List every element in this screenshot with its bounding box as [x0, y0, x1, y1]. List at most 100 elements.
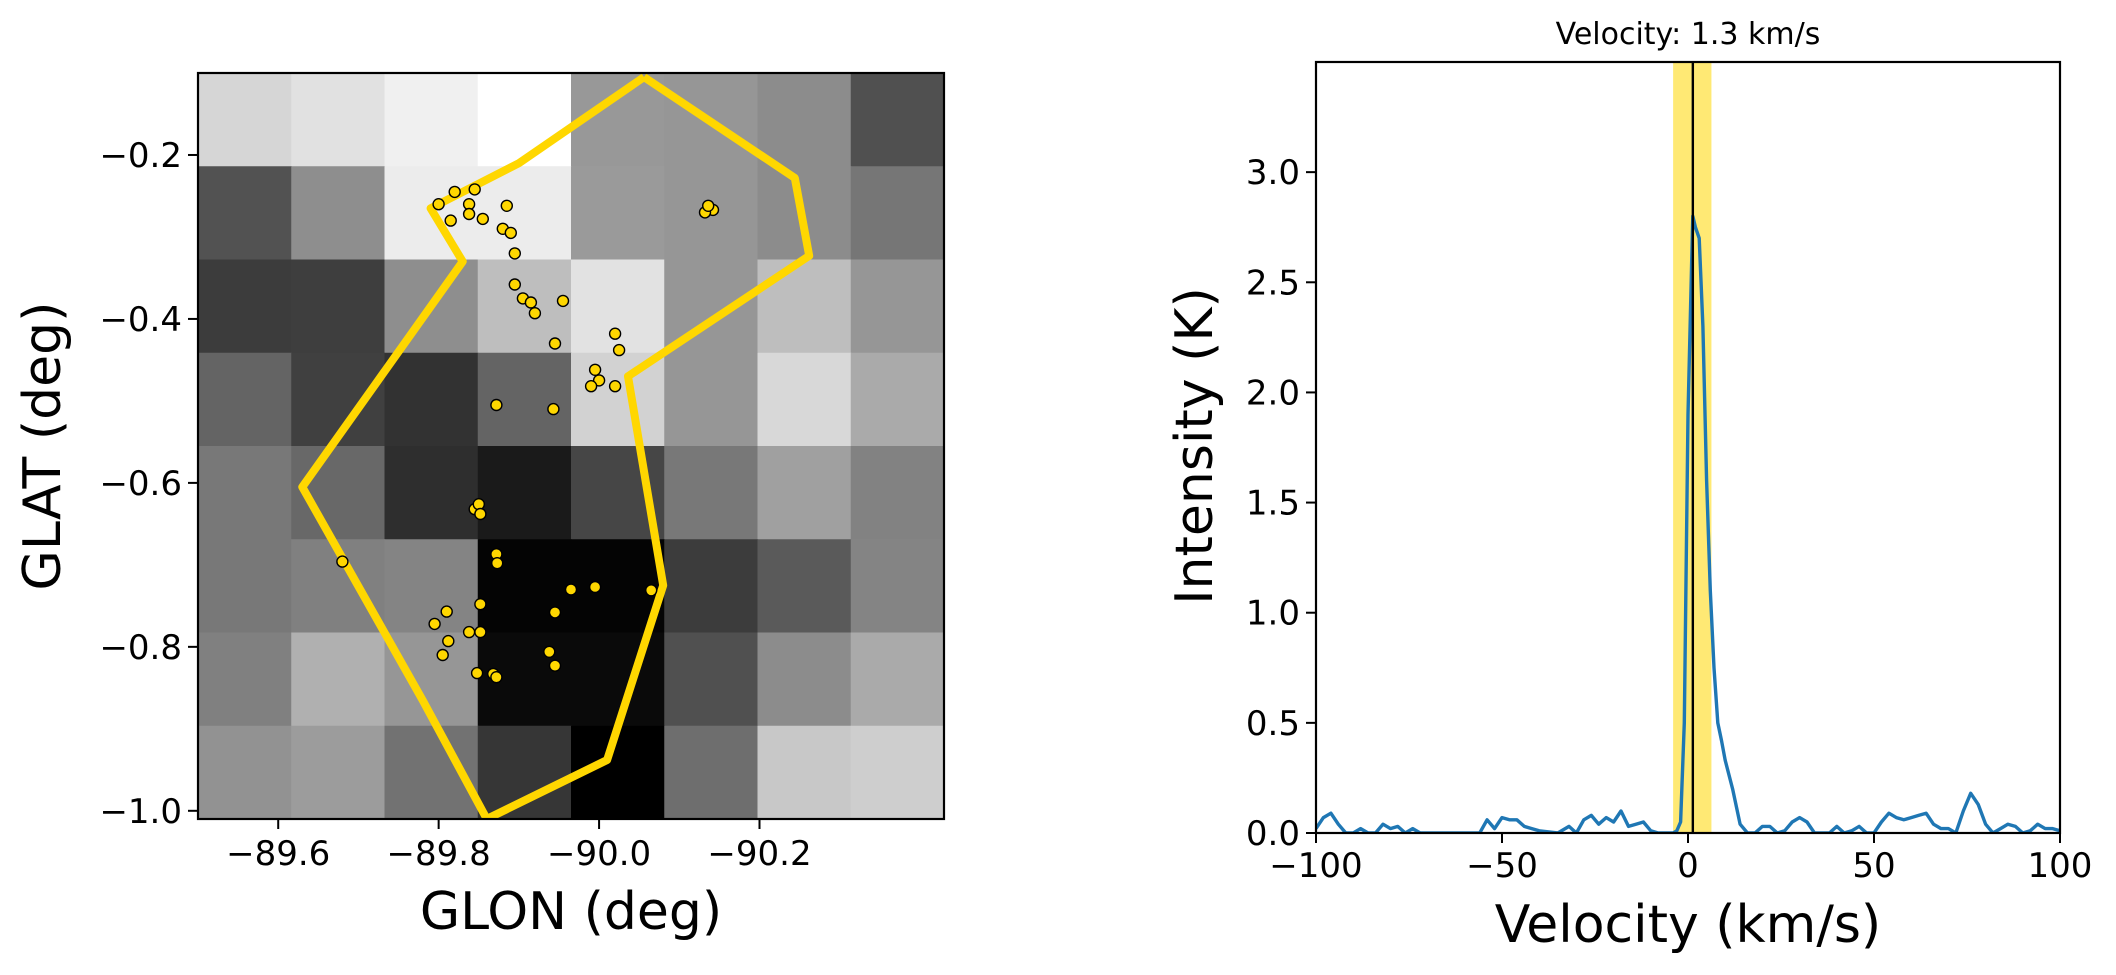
map-cell [571, 259, 665, 354]
contour-outline [298, 73, 814, 819]
source-point [444, 214, 457, 227]
source-point [491, 557, 504, 570]
map-cell [664, 632, 759, 727]
spectrum-y-tick-label: 2.5 [1246, 263, 1300, 303]
map-cell [198, 446, 292, 540]
map-x-axis-label: GLON (deg) [420, 882, 722, 942]
source-point [470, 666, 484, 680]
source-point [474, 598, 487, 611]
spectrum-x-tick-label: −50 [1466, 846, 1538, 886]
map-cell [664, 725, 759, 820]
map-y-ticks: −0.2 −0.4 −0.6 −0.8 −1.0 [99, 136, 198, 832]
source-point [500, 199, 513, 213]
spectrum-series-line [1316, 214, 2060, 833]
spectrum-x-ticks: −100 −50 0 50 100 [1269, 833, 2092, 886]
map-cell [571, 166, 665, 261]
source-point [528, 307, 542, 320]
map-cell [477, 166, 572, 261]
spectrum-y-tick-label: 2.0 [1246, 373, 1300, 413]
map-cell [198, 73, 292, 167]
source-point [432, 197, 445, 211]
map-frame [196, 71, 946, 821]
source-point [564, 583, 578, 596]
source-point [474, 507, 487, 521]
source-point [508, 278, 521, 291]
map-y-tick-label: −0.4 [99, 300, 182, 340]
map-x-tick-label: −90.2 [707, 834, 811, 874]
map-cell [850, 352, 945, 447]
map-cell [757, 632, 852, 727]
map-cell [571, 352, 665, 447]
source-point [462, 207, 476, 221]
map-cell [850, 73, 945, 167]
spectrum-y-tick-label: 0.0 [1246, 814, 1300, 854]
source-point [504, 226, 517, 240]
source-point [490, 671, 503, 684]
source-point [548, 606, 562, 619]
source-point [468, 183, 481, 196]
source-point [524, 296, 538, 309]
map-x-ticks: −89.6 −89.8 −90.0 −90.2 [226, 819, 812, 874]
map-cell [757, 725, 852, 820]
map-y-tick-label: −0.6 [99, 464, 182, 504]
map-cell [850, 166, 945, 261]
map-y-axis-label: GLAT (deg) [13, 302, 73, 591]
map-cell [291, 73, 386, 167]
map-cell [850, 539, 945, 634]
map-y-tick-label: −0.8 [99, 628, 182, 668]
map-cell [291, 166, 386, 261]
source-point [588, 580, 602, 594]
source-point [548, 659, 562, 672]
map-x-tick-label: −89.8 [387, 834, 491, 874]
map-cell [664, 446, 759, 540]
map-cell [850, 632, 945, 727]
source-point [440, 605, 453, 618]
source-point [436, 648, 449, 662]
spectrum-x-tick-label: −100 [1269, 846, 1362, 886]
spectrum-line [1316, 214, 2060, 833]
spectrum-y-ticks: 0.0 0.5 1.0 1.5 2.0 2.5 3.0 [1246, 153, 1316, 854]
map-y-tick-label: −0.2 [99, 136, 182, 176]
source-point [645, 584, 658, 597]
map-cell [384, 352, 479, 447]
source-point [428, 617, 441, 631]
map-cell [850, 446, 945, 540]
source-point [588, 363, 602, 376]
spectrum-y-tick-label: 3.0 [1246, 153, 1300, 193]
map-cell [477, 446, 572, 540]
map-x-tick-label: −89.6 [226, 834, 330, 874]
source-point [612, 343, 626, 357]
source-point [474, 625, 487, 639]
map-cell [757, 73, 852, 167]
intensity-map [198, 73, 945, 820]
source-point [608, 327, 622, 340]
source-point [608, 380, 622, 393]
map-cell [664, 539, 759, 634]
map-x-tick-label: −90.0 [547, 834, 651, 874]
map-y-tick-label: −1.0 [99, 792, 182, 832]
source-point [548, 337, 562, 350]
spectrum-y-tick-label: 0.5 [1246, 704, 1300, 744]
source-point [543, 645, 556, 658]
source-point [547, 402, 560, 416]
map-cell [757, 259, 852, 354]
map-cell [198, 539, 292, 634]
map-cell [757, 539, 852, 634]
map-cell [384, 446, 479, 540]
map-cell [384, 73, 479, 167]
region-contour [298, 73, 814, 819]
map-cell [571, 632, 665, 727]
spectrum-x-tick-label: 50 [1852, 846, 1895, 886]
source-point [476, 212, 489, 226]
spectrum-y-tick-label: 1.5 [1246, 484, 1300, 524]
map-cell [477, 73, 572, 167]
map-cell [850, 259, 945, 354]
spectrum-x-tick-label: 100 [2028, 846, 2093, 886]
source-point [702, 199, 715, 213]
source-point [508, 247, 521, 260]
source-point [462, 625, 476, 639]
source-point [442, 634, 455, 648]
source-point [490, 398, 503, 412]
spectrum-x-tick-label: 0 [1677, 846, 1699, 886]
